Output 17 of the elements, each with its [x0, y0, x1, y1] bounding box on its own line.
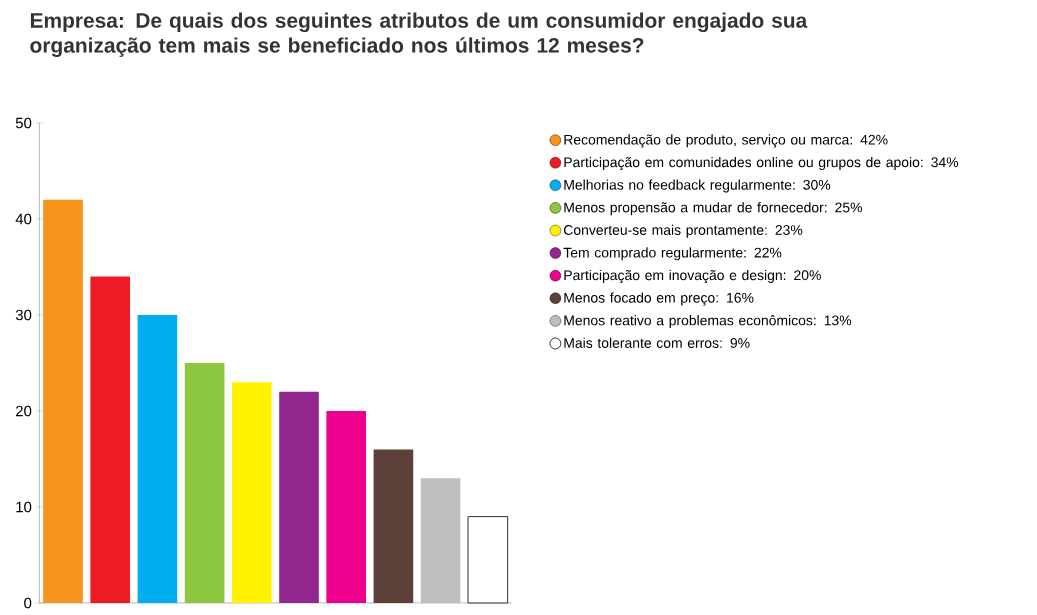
- legend-label: Mais tolerante com erros: 9%: [564, 337, 750, 348]
- y-tick-label: 20: [16, 405, 32, 417]
- y-tick-label: 10: [16, 501, 32, 513]
- y-tick-label: 50: [15, 117, 32, 129]
- legend-label: Menos propensão a mudar de fornecedor: 25%: [564, 202, 862, 216]
- legend-label: Participação em inovação e design: 20%: [564, 269, 821, 283]
- legend-label: Menos focado em preço: 16%: [564, 292, 754, 306]
- legend-label: Converteu-se mais prontamente: 23%: [563, 224, 803, 238]
- legend-label: Recomendação de produto, serviço ou marca: 42%: [564, 134, 888, 148]
- legend-label: Melhorias no feedback regularmente: 30%: [564, 179, 831, 193]
- y-tick-label: 30: [15, 309, 32, 321]
- legend-label: Menos reativo a problemas econômicos: 13%: [564, 315, 852, 329]
- legend-label: Tem comprado regularmente: 22%: [563, 247, 782, 261]
- legend-label: Participação em comunidades online ou grupos de apoio: 34%: [564, 156, 959, 171]
- y-tick-label: 40: [15, 213, 32, 225]
- y-tick-label: 0: [24, 597, 32, 609]
- chart-title: Empresa: De quais dos seguintes atributos de um consumidor engajado sua organização tem mais se beneficiado nos últimos 12 meses?: [30, 12, 808, 58]
